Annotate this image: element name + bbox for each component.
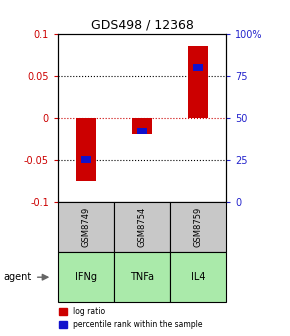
Text: TNFa: TNFa <box>130 272 154 282</box>
Bar <box>58 202 114 252</box>
Bar <box>193 64 203 71</box>
Bar <box>76 118 96 180</box>
Title: GDS498 / 12368: GDS498 / 12368 <box>91 18 193 31</box>
Bar <box>137 128 147 134</box>
Text: GSM8749: GSM8749 <box>81 207 90 247</box>
Bar <box>58 252 114 302</box>
Bar <box>132 118 152 134</box>
Text: IL4: IL4 <box>191 272 205 282</box>
Text: agent: agent <box>3 272 31 282</box>
Text: IFNg: IFNg <box>75 272 97 282</box>
Bar <box>114 202 170 252</box>
Text: GSM8754: GSM8754 <box>137 207 147 247</box>
Bar <box>114 252 170 302</box>
Legend: log ratio, percentile rank within the sample: log ratio, percentile rank within the sa… <box>56 304 205 332</box>
Bar <box>170 202 226 252</box>
Bar <box>81 156 91 163</box>
Bar <box>188 46 208 118</box>
Bar <box>170 252 226 302</box>
Text: GSM8759: GSM8759 <box>194 207 203 247</box>
